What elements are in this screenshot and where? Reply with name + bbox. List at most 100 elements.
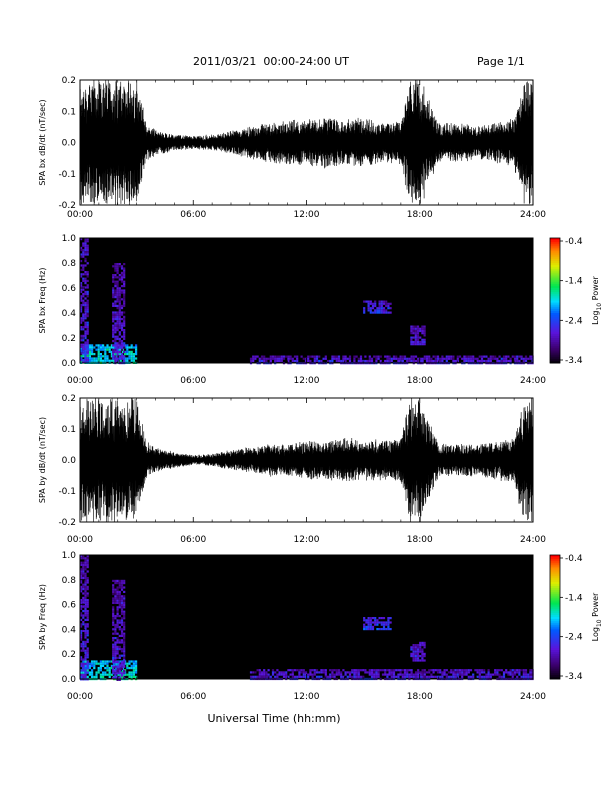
spectrogram-cell: [102, 673, 105, 676]
spectrogram-cell: [367, 302, 370, 305]
spectrogram-cell: [392, 355, 396, 358]
spectrogram-cell: [86, 640, 89, 643]
spectrogram-cell: [120, 285, 124, 288]
spectrogram-cell: [421, 644, 424, 647]
spectrogram-cell: [123, 263, 126, 266]
spectrogram-cell: [355, 669, 358, 672]
spectrogram-cell: [491, 355, 495, 358]
spectrogram-cell: [114, 643, 117, 646]
colorbar-segment: [550, 252, 560, 256]
spectrogram-cell: [423, 671, 426, 674]
spectrogram-cell: [112, 357, 115, 360]
spectrogram-cell: [135, 669, 138, 672]
spectrogram-cell: [80, 328, 83, 331]
spectrogram-cell: [124, 673, 127, 676]
spectrogram-cell: [269, 355, 272, 358]
spectrogram-cell: [84, 614, 87, 617]
spectrogram-cell: [371, 304, 375, 308]
colorbar-segment: [550, 612, 560, 616]
spectrogram-cell: [333, 357, 336, 360]
spectrogram-cell: [423, 675, 426, 678]
spectrogram-cell: [414, 338, 417, 341]
spectrogram-cell: [112, 656, 115, 659]
y-tick-label: 0.4: [62, 625, 77, 635]
spectrogram-cell: [80, 561, 83, 564]
spectrogram-cell: [315, 671, 319, 674]
spectrogram-cell: [80, 590, 83, 593]
spectrogram-cell: [84, 290, 87, 293]
spectrogram-cell: [120, 265, 124, 268]
spectrogram-cell: [80, 319, 83, 322]
spectrogram-cell: [366, 359, 369, 363]
spectrogram-cell: [86, 592, 89, 595]
spectrogram-cell: [524, 357, 528, 360]
spectrogram-cell: [118, 355, 121, 358]
spectrogram-cell: [86, 669, 89, 672]
spectrogram-cell: [120, 586, 124, 589]
spectrogram-cell: [289, 357, 292, 360]
colorbar-segment: [550, 633, 560, 637]
spectrogram-cell: [524, 673, 528, 676]
spectrogram-cell: [118, 344, 121, 347]
spectrogram-cell: [82, 317, 85, 320]
spectrogram-cell: [382, 617, 386, 620]
spectrogram-cell: [265, 675, 268, 678]
spectrogram-cell: [84, 282, 87, 285]
colorbar-segment: [550, 569, 560, 573]
spectrogram-cell: [106, 344, 109, 347]
spectrogram-cell: [507, 355, 510, 358]
spectrogram-cell: [410, 327, 413, 330]
spectrogram-cell: [116, 287, 119, 290]
spectrogram-cell: [86, 284, 89, 287]
spectrogram-cell: [421, 655, 424, 658]
spectrogram-cell: [102, 671, 105, 674]
spectrogram-cell: [443, 669, 446, 672]
spectrogram-cell: [368, 673, 371, 676]
colorbar-segment: [550, 662, 560, 666]
spectrogram-cell: [123, 612, 126, 615]
spectrogram-cell: [463, 359, 466, 363]
spectrogram-cell: [104, 671, 107, 674]
spectrogram-cell: [84, 297, 87, 300]
spectrogram-cell: [480, 355, 484, 358]
spectrogram-cell: [318, 675, 321, 678]
spectrogram-cell: [522, 357, 525, 360]
colorbar-segment: [550, 338, 560, 341]
colorbar-segment: [550, 348, 560, 351]
spectrogram-cell: [120, 597, 124, 600]
spectrogram-cell: [389, 617, 392, 620]
colorbar-segment: [550, 596, 560, 599]
spectrogram-cell: [276, 357, 279, 360]
spectrogram-cell: [97, 667, 100, 670]
spectrogram-cell: [114, 617, 117, 620]
spectrogram-cell: [385, 302, 388, 305]
spectrogram-cell: [86, 667, 89, 670]
spectrogram-cell: [114, 331, 117, 334]
spectrogram-cell: [419, 671, 422, 674]
spectrogram-cell: [374, 311, 377, 314]
spectrogram-cell: [82, 673, 85, 676]
spectrogram-cell: [112, 652, 115, 655]
spectrogram-cell: [108, 660, 111, 663]
spectrogram-cell: [86, 651, 89, 654]
spectrogram-cell: [392, 671, 396, 674]
spectrogram-cell: [114, 650, 117, 653]
spectrogram-cell: [112, 344, 115, 347]
spectrogram-cell: [130, 667, 133, 670]
spectrogram-cell: [456, 359, 459, 363]
spectrogram-cell: [371, 307, 375, 310]
spectrogram-cell: [287, 669, 290, 672]
spectrogram-cell: [280, 355, 283, 358]
spectrogram-cell: [112, 296, 115, 299]
spectrogram-cell: [99, 344, 102, 347]
spectrogram-cell: [116, 608, 119, 611]
spectrogram-cell: [249, 357, 253, 360]
spectrogram-cell: [419, 648, 422, 651]
spectrogram-cell: [118, 597, 121, 600]
spectrogram-cell: [410, 669, 413, 672]
spectrogram-cell: [106, 355, 109, 358]
spectrogram-cell: [452, 675, 455, 678]
spectrogram-cell: [82, 669, 85, 672]
spectrogram-cell: [86, 244, 89, 247]
spectrogram-cell: [256, 669, 259, 672]
